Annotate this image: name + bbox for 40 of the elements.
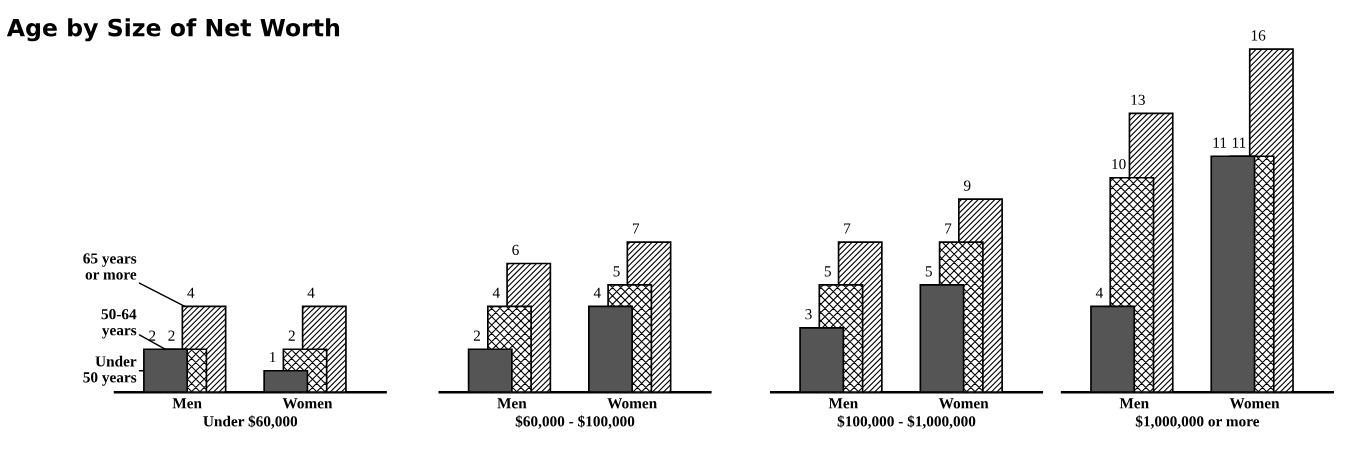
data-label: 4 [187, 287, 195, 298]
x-tick-label: Men [828, 398, 858, 409]
data-label: 6 [512, 244, 519, 256]
x-tick-label: Women [938, 398, 989, 409]
data-label: 10 [1112, 158, 1126, 170]
data-label: 1 [270, 352, 276, 363]
data-label: 5 [925, 266, 932, 277]
x-axis-title: $100,000 - $1,000,000 [837, 415, 976, 429]
data-label: 2 [473, 330, 480, 341]
x-tick-label: Men [1119, 398, 1149, 409]
data-label: 2 [149, 330, 156, 341]
data-label: 4 [492, 287, 500, 298]
data-label: 4 [307, 287, 315, 298]
x-tick-label: Women [1229, 398, 1280, 409]
x-axis-title: Under $60,000 [203, 415, 298, 429]
data-label: 5 [824, 266, 831, 277]
x-axis-title: $1,000,000 or more [1135, 415, 1260, 429]
x-tick-label: Women [607, 398, 657, 409]
text: 65 years or more [83, 253, 137, 280]
data-label: 11 [1232, 137, 1246, 148]
data-label: 11 [1213, 137, 1227, 148]
data-label: 7 [945, 223, 952, 234]
data-label: 13 [1131, 94, 1145, 105]
data-label: 7 [632, 223, 640, 234]
data-label: 2 [168, 330, 175, 341]
legend-label: Under 50 years [83, 355, 137, 386]
x-tick-label: Women [282, 398, 333, 409]
data-label: 2 [288, 330, 295, 341]
data-label: 7 [844, 223, 851, 234]
x-tick-label: Men [497, 398, 527, 409]
x-tick-label: Men [172, 398, 202, 409]
data-label: 5 [613, 266, 620, 277]
series-label: 50-64 years [101, 309, 137, 339]
chart-title: Age by Size of Net Worth [6, 18, 340, 42]
data-label: 4 [1095, 287, 1103, 298]
data-label: 4 [593, 287, 601, 298]
x-axis-title: $60,000 - $100,000 [515, 415, 635, 429]
data-label: 9 [963, 180, 971, 191]
data-label: 16 [1251, 30, 1266, 41]
data-label: 3 [805, 309, 812, 320]
